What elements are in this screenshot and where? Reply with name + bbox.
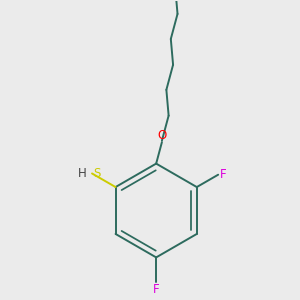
Text: S: S bbox=[93, 167, 101, 180]
Text: F: F bbox=[219, 168, 226, 181]
Text: H: H bbox=[78, 167, 87, 180]
Text: F: F bbox=[153, 283, 160, 296]
Text: O: O bbox=[157, 128, 167, 142]
